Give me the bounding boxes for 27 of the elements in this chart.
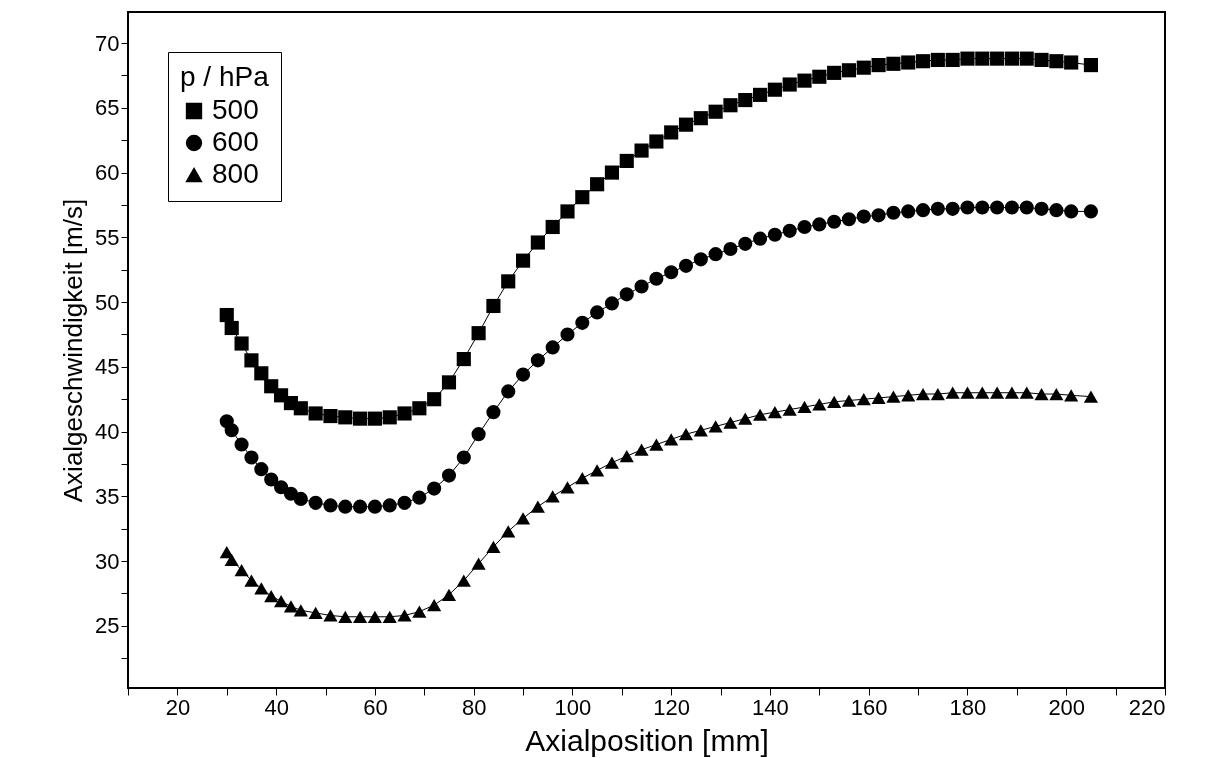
x-tick-label: 160 <box>850 694 888 720</box>
x-tick-label: 100 <box>554 694 592 720</box>
x-tick-label: 40 <box>264 694 289 720</box>
legend-label: 600 <box>212 126 259 157</box>
x-tick-label: 220 <box>1128 694 1166 720</box>
y-tick-label: 30 <box>95 548 120 574</box>
legend-label: 500 <box>212 94 259 125</box>
y-tick-label: 60 <box>95 160 120 186</box>
legend-title: p / hPa <box>180 61 270 92</box>
y-tick-label: 55 <box>95 224 120 250</box>
y-tick-label: 40 <box>95 419 120 445</box>
x-tick-label: 80 <box>461 694 487 720</box>
x-tick-label: 60 <box>363 694 388 720</box>
y-tick-label: 65 <box>95 95 120 121</box>
y-tick-label: 25 <box>95 613 120 639</box>
y-tick-label: 35 <box>95 483 120 509</box>
x-axis-title: Axialposition [mm] <box>525 723 769 757</box>
x-tick-label: 180 <box>949 694 987 720</box>
x-tick-label: 20 <box>165 694 191 720</box>
x-tick-label: 120 <box>653 694 691 720</box>
y-tick-label: 45 <box>95 354 120 380</box>
x-tick-label: 140 <box>752 694 789 720</box>
y-axis-title: Axialgeschwindigkeit [m/s] <box>58 198 89 503</box>
y-tick-label: 70 <box>95 30 120 56</box>
x-tick-label: 200 <box>1048 694 1086 720</box>
y-tick-label: 50 <box>95 289 120 315</box>
legend-label: 800 <box>212 158 259 189</box>
